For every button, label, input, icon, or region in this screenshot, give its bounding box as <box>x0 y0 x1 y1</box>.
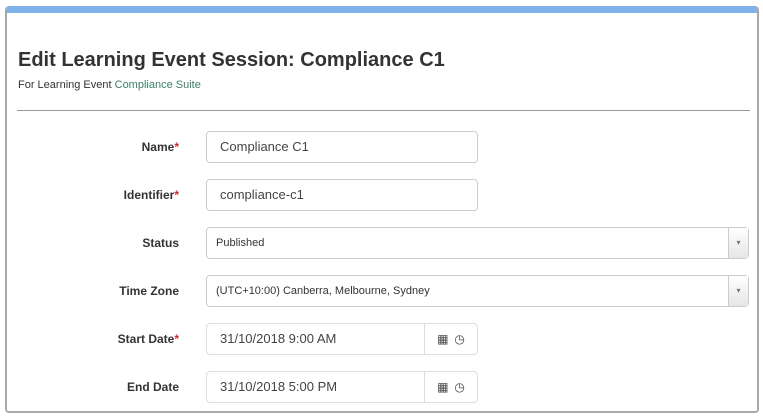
status-label: Status <box>142 236 179 250</box>
status-row: Status Published ▾ <box>7 227 757 259</box>
timezone-select[interactable]: (UTC+10:00) Canberra, Melbourne, Sydney ▾ <box>206 275 749 307</box>
calendar-icon[interactable]: ▦ <box>437 332 449 346</box>
chevron-down-icon[interactable]: ▾ <box>728 276 748 306</box>
page-title: Edit Learning Event Session: Compliance … <box>18 49 445 71</box>
end-date-label: End Date <box>126 380 179 394</box>
start-date-label: Start Date* <box>117 332 179 346</box>
name-row: Name* Compliance C1 <box>7 131 757 163</box>
clock-icon[interactable]: ◷ <box>454 332 465 346</box>
timezone-row: Time Zone (UTC+10:00) Canberra, Melbourn… <box>7 275 757 307</box>
subtitle-prefix: For Learning Event <box>18 79 112 91</box>
end-date-input[interactable]: 31/10/2018 5:00 PM <box>220 379 338 394</box>
identifier-row: Identifier* compliance-c1 <box>7 179 757 211</box>
accent-bar <box>7 6 757 13</box>
start-date-row: Start Date* 31/10/2018 9:00 AM ▦ ◷ <box>7 323 757 355</box>
end-date-picker[interactable]: 31/10/2018 5:00 PM ▦ ◷ <box>206 371 478 403</box>
picker-addon[interactable]: ▦ ◷ <box>424 324 477 354</box>
clock-icon[interactable]: ◷ <box>454 380 465 394</box>
chevron-down-icon[interactable]: ▾ <box>728 228 748 258</box>
name-label: Name* <box>141 140 179 154</box>
calendar-icon[interactable]: ▦ <box>437 380 449 394</box>
identifier-input[interactable]: compliance-c1 <box>206 179 478 211</box>
start-date-input[interactable]: 31/10/2018 9:00 AM <box>220 331 337 346</box>
edit-session-panel: Edit Learning Event Session: Compliance … <box>5 6 759 413</box>
subtitle: For Learning Event Compliance Suite <box>18 79 201 91</box>
divider <box>17 110 750 111</box>
start-date-picker[interactable]: 31/10/2018 9:00 AM ▦ ◷ <box>206 323 478 355</box>
status-select[interactable]: Published ▾ <box>206 227 749 259</box>
end-date-row: End Date 31/10/2018 5:00 PM ▦ ◷ <box>7 371 757 403</box>
timezone-label: Time Zone <box>119 284 179 298</box>
picker-addon[interactable]: ▦ ◷ <box>424 372 477 402</box>
learning-event-link[interactable]: Compliance Suite <box>114 79 201 91</box>
identifier-label: Identifier* <box>123 188 179 202</box>
name-input[interactable]: Compliance C1 <box>206 131 478 163</box>
